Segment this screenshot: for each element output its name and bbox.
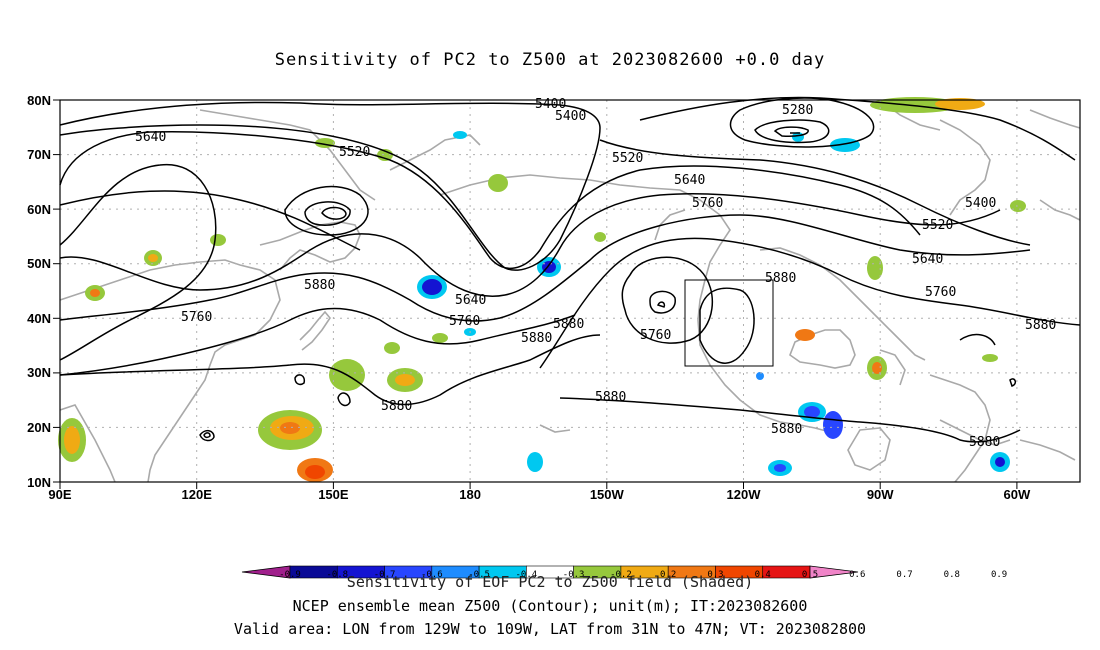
colorbar-tick-label: 0.4 bbox=[755, 570, 771, 580]
colorbar-tick-label: -0.3 bbox=[563, 570, 585, 580]
lat-label: 70N bbox=[27, 147, 51, 162]
lat-label: 80N bbox=[27, 93, 51, 108]
colorbar-tick-label: -0.7 bbox=[374, 570, 396, 580]
contour-label: 5640 bbox=[135, 130, 166, 145]
colorbar-tick-label: -0.6 bbox=[421, 570, 443, 580]
lat-label: 30N bbox=[27, 365, 51, 380]
longitude-labels: 90E 120E 150E 180 150W 120W 90W 60W bbox=[48, 487, 1031, 502]
contour-label: 5880 bbox=[595, 390, 626, 405]
positive-patches bbox=[58, 97, 1026, 482]
lon-label: 180 bbox=[459, 487, 481, 502]
contour-label: 5760 bbox=[640, 328, 671, 343]
z500-contours bbox=[59, 96, 1081, 443]
colorbar-tick-label: 0.6 bbox=[849, 570, 865, 580]
footer-line-2: Valid area: LON from 129W to 109W, LAT f… bbox=[233, 620, 867, 638]
colorbar-tick-label: -0.9 bbox=[279, 570, 301, 580]
contour-label: 5880 bbox=[771, 422, 802, 437]
colorbar-tick-label: -0.4 bbox=[516, 570, 538, 580]
colorbar-tick-label: -0.2 bbox=[610, 570, 632, 580]
contour-label: 5520 bbox=[612, 151, 643, 166]
lat-label: 60N bbox=[27, 202, 51, 217]
colorbar-tick-label: 0.8 bbox=[944, 570, 960, 580]
contour-label: 5760 bbox=[692, 196, 723, 211]
contour-label: 5400 bbox=[535, 97, 566, 112]
tick-marks bbox=[53, 99, 1018, 489]
contour-label: 5880 bbox=[521, 331, 552, 346]
contour-label: 5400 bbox=[965, 196, 996, 211]
lon-label: 150E bbox=[318, 487, 349, 502]
colorbar-tick-label: -0.5 bbox=[468, 570, 490, 580]
contour-label: 5880 bbox=[1025, 318, 1056, 333]
contour-label: 5640 bbox=[455, 293, 486, 308]
contour-label: 5760 bbox=[181, 310, 212, 325]
latitude-labels: 80N 70N 60N 50N 40N 30N 20N 10N bbox=[27, 93, 51, 490]
colorbar-tick-label: 0.7 bbox=[896, 570, 912, 580]
colorbar-title: Sensitivity of EOF PC2 to Z500 field (Sh… bbox=[346, 573, 754, 591]
colorbar-tick-label: 0.9 bbox=[991, 570, 1007, 580]
lat-label: 50N bbox=[27, 256, 51, 271]
contour-label: 5880 bbox=[304, 278, 335, 293]
contour-label: 5280 bbox=[782, 103, 813, 118]
lon-label: 150W bbox=[590, 487, 625, 502]
map-frame bbox=[59, 99, 1081, 483]
lon-label: 90E bbox=[48, 487, 71, 502]
lon-label: 60W bbox=[1004, 487, 1031, 502]
colorbar: -0.9 -0.8 -0.7 -0.6 -0.5 -0.4 -0.3 -0.2 0.2 0.3 0.… bbox=[241, 565, 1007, 580]
colorbar-tick-label: -0.8 bbox=[326, 570, 348, 580]
contour-label: 5520 bbox=[339, 145, 370, 160]
contour-label: 5640 bbox=[674, 173, 705, 188]
contour-label: 5880 bbox=[765, 271, 796, 286]
lat-label: 40N bbox=[27, 311, 51, 326]
contour-label: 5400 bbox=[555, 109, 586, 124]
lon-label: 120E bbox=[182, 487, 213, 502]
lat-label: 10N bbox=[27, 475, 51, 490]
colorbar-tick-label: 0.3 bbox=[707, 570, 723, 580]
colorbar-tick-label: 0.2 bbox=[660, 570, 676, 580]
figure-title: Sensitivity of PC2 to Z500 at 2023082600… bbox=[274, 50, 826, 70]
contour-label: 5880 bbox=[381, 399, 412, 414]
lon-label: 90W bbox=[867, 487, 894, 502]
contour-label: 5760 bbox=[925, 285, 956, 300]
contour-label: 5640 bbox=[912, 252, 943, 267]
valid-area-box bbox=[684, 279, 774, 367]
colorbar-tick-label: 0.5 bbox=[802, 570, 818, 580]
contour-labels: 5400 5400 5280 5640 5520 5520 5640 5760 … bbox=[135, 97, 1056, 450]
footer-line-1: NCEP ensemble mean Z500 (Contour); unit(… bbox=[292, 597, 808, 615]
grid bbox=[60, 100, 1080, 482]
contour-label: 5520 bbox=[922, 218, 953, 233]
contour-label: 5880 bbox=[553, 317, 584, 332]
lat-label: 20N bbox=[27, 420, 51, 435]
contour-label: 5880 bbox=[969, 435, 1000, 450]
contour-label: 5760 bbox=[449, 314, 480, 329]
lon-label: 120W bbox=[727, 487, 762, 502]
colorbar-right-arrow bbox=[809, 565, 859, 579]
